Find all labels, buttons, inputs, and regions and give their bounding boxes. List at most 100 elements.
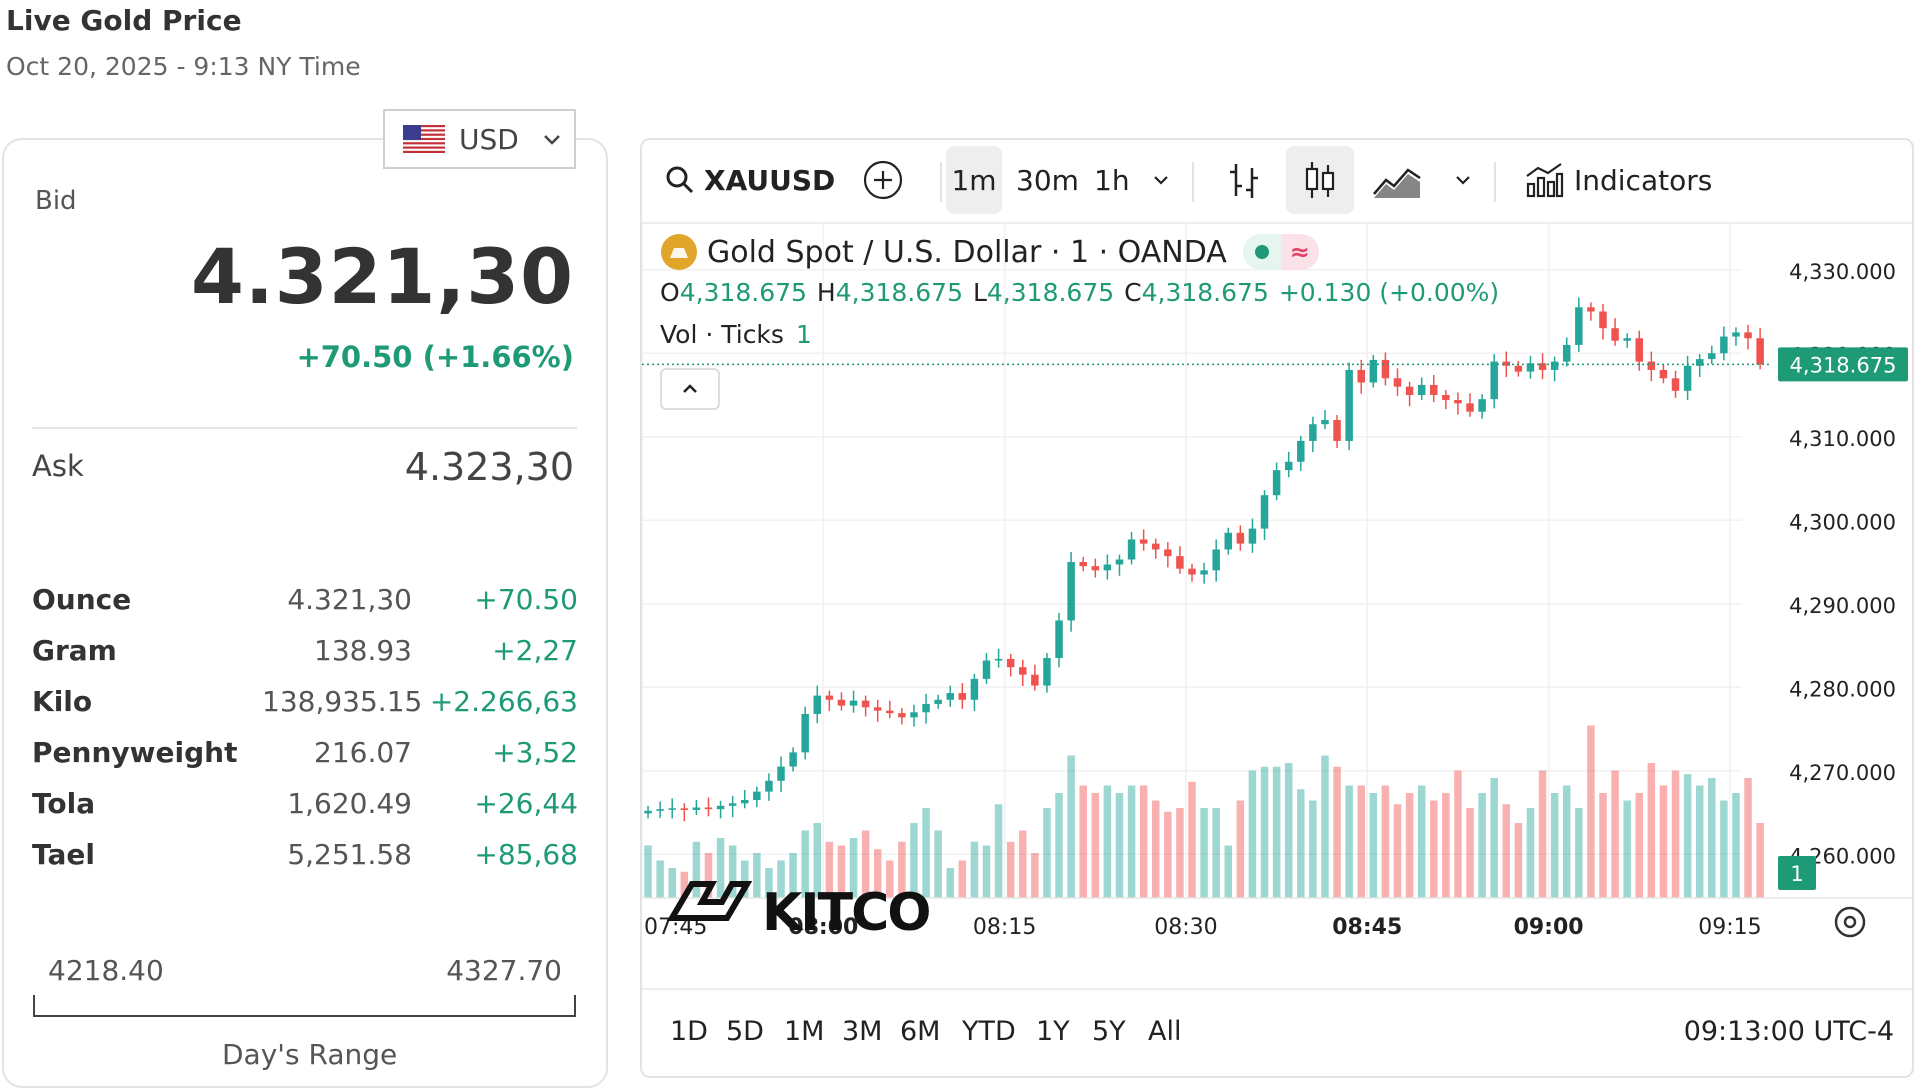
volume-bar <box>789 853 797 898</box>
candle-body <box>656 809 664 811</box>
chart-clock[interactable]: 09:13:00 UTC-4 <box>1683 1016 1894 1047</box>
bar-style-button[interactable] <box>1226 146 1262 214</box>
volume-bar <box>656 860 664 898</box>
area-chart-icon <box>1373 168 1421 198</box>
volume-bar <box>1599 793 1607 898</box>
range-1m[interactable]: 1M <box>784 1016 825 1047</box>
symbol-search[interactable]: XAUUSD <box>664 146 835 214</box>
candle-body <box>1321 420 1329 425</box>
indicators-icon <box>1526 163 1564 198</box>
unit-name: Tael <box>32 838 95 871</box>
change-value: +0.130 (+0.00%) <box>1278 278 1500 307</box>
price-chart[interactable]: 4,330.0004,320.0004,310.0004,300.0004,29… <box>642 222 1912 988</box>
settings-icon-center <box>1843 915 1857 929</box>
candle-body <box>1478 399 1486 412</box>
volume-bar <box>1720 800 1728 898</box>
price-tick-label: 4,300.000 <box>1789 510 1896 534</box>
candle-body <box>1744 332 1752 339</box>
candle-body <box>1115 559 1124 565</box>
candle-body <box>1357 369 1365 383</box>
candle-body <box>1430 384 1438 395</box>
volume-bar <box>1333 766 1341 898</box>
range-all[interactable]: All <box>1148 1016 1182 1047</box>
candle-body <box>1236 532 1245 544</box>
range-3m[interactable]: 3M <box>842 1016 883 1047</box>
volume-badge <box>1778 856 1816 890</box>
candle-body <box>680 808 689 810</box>
chevron-down-icon <box>1154 176 1168 185</box>
volume-bar <box>728 845 737 898</box>
candle-body <box>958 693 967 700</box>
candle-body <box>922 703 930 713</box>
candle-body <box>1272 470 1281 496</box>
range-1y[interactable]: 1Y <box>1036 1016 1070 1047</box>
candle-body <box>1490 361 1498 400</box>
volume-bar <box>1393 804 1402 898</box>
price-axis[interactable]: 4,330.0004,320.0004,310.0004,300.0004,29… <box>1778 260 1908 890</box>
chart-legend-title: Gold Spot / U.S. Dollar · 1 · OANDA ≈ <box>660 232 1319 272</box>
interval-1m[interactable]: 1m <box>946 146 1002 214</box>
unit-price: 216.07 <box>314 736 412 769</box>
chart-settings-button[interactable] <box>1834 906 1866 938</box>
high-value: 4,318.675 <box>835 278 963 307</box>
candle-body <box>1079 562 1087 567</box>
candle-body <box>1043 658 1051 686</box>
candle-body <box>1683 365 1692 391</box>
toolbar-separator <box>1192 162 1194 202</box>
collapse-legend-button[interactable] <box>660 368 720 410</box>
volume-bar <box>1647 763 1656 898</box>
compare-button[interactable] <box>862 146 904 214</box>
chart-type-button[interactable] <box>1372 146 1422 214</box>
volume-bar <box>946 868 954 898</box>
candle-body <box>741 799 749 804</box>
candles-style-button[interactable] <box>1286 146 1354 214</box>
candle-body <box>1454 400 1462 404</box>
volume-bar <box>1309 800 1317 898</box>
volume-bar <box>1248 770 1257 898</box>
candle-body <box>1417 384 1426 395</box>
chevron-down-icon <box>1456 176 1470 185</box>
volume-bar <box>1671 770 1680 898</box>
unit-change: +70.50 <box>474 583 578 616</box>
volume-bar <box>1526 808 1535 898</box>
market-status-pill[interactable]: ≈ <box>1242 234 1319 270</box>
kitco-text: KITCO <box>762 883 929 943</box>
volume-bar <box>1224 845 1233 898</box>
currency-select[interactable]: USD <box>383 109 576 169</box>
volume-bar <box>813 823 822 898</box>
volume-bar <box>1466 808 1474 898</box>
candle-body <box>1405 386 1414 395</box>
indicators-button[interactable]: Indicators <box>1524 146 1712 214</box>
volume-bar <box>1430 800 1438 898</box>
time-tick-label: 08:15 <box>973 915 1036 940</box>
unit-price-table: Ounce 4.321,30 +70.50 Gram 138.93 +2,27 Kilo… <box>32 574 578 880</box>
day-range-low: 4218.40 <box>48 954 164 987</box>
volume-bar <box>1345 785 1353 898</box>
range-1d[interactable]: 1D <box>670 1016 708 1047</box>
candle-body <box>668 808 676 810</box>
volume-bar <box>861 830 870 898</box>
range-5d[interactable]: 5D <box>726 1016 764 1047</box>
candle-body <box>644 810 652 814</box>
gold-bar-icon <box>661 234 697 270</box>
candle-body <box>1756 338 1764 365</box>
volume-bar <box>753 853 761 898</box>
range-ytd[interactable]: YTD <box>962 1016 1016 1047</box>
candle-body <box>1381 359 1390 379</box>
candle-body <box>1466 403 1474 412</box>
range-5y[interactable]: 5Y <box>1092 1016 1126 1047</box>
volume-bar <box>922 808 930 898</box>
interval-30m[interactable]: 30m <box>1016 163 1079 197</box>
interval-dropdown[interactable] <box>1148 146 1174 214</box>
toolbar-separator <box>1494 162 1496 202</box>
candle-body <box>765 780 773 792</box>
unit-price: 4.321,30 <box>287 583 412 616</box>
volume-bar <box>1200 808 1208 898</box>
chart-type-dropdown[interactable] <box>1450 146 1476 214</box>
interval-1h[interactable]: 1h <box>1094 163 1130 197</box>
time-axis[interactable]: 07:45 08:00 08:15 08:30 08:45 09:00 09:15 <box>642 897 1912 940</box>
range-6m[interactable]: 6M <box>900 1016 941 1047</box>
volume-bar <box>1321 755 1329 898</box>
volume-bar <box>765 868 773 898</box>
candle-body <box>1550 361 1559 370</box>
